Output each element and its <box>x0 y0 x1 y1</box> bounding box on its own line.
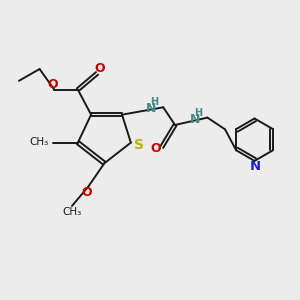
Text: CH₃: CH₃ <box>29 137 48 147</box>
Text: O: O <box>94 61 105 75</box>
Text: CH₃: CH₃ <box>62 207 82 217</box>
Text: N: N <box>250 160 261 173</box>
Text: N: N <box>146 102 156 115</box>
Text: H: H <box>150 97 158 107</box>
Text: O: O <box>47 78 58 91</box>
Text: S: S <box>134 138 144 152</box>
Text: O: O <box>150 142 160 155</box>
Text: H: H <box>194 108 202 118</box>
Text: N: N <box>190 112 200 126</box>
Text: O: O <box>81 186 92 199</box>
